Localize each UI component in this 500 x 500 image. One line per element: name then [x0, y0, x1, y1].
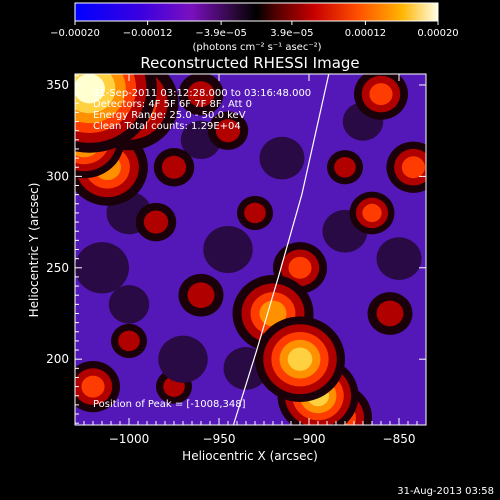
- colorbar: [74, 2, 439, 22]
- colorbar-tick-label: −0.00012: [123, 28, 173, 39]
- x-axis-label: Heliocentric X (arcsec): [182, 449, 318, 463]
- y-tick-label: 250: [46, 261, 69, 275]
- colorbar-units-label: (photons cm⁻² s⁻¹ asec⁻²): [192, 42, 321, 53]
- heatmap-blob: [75, 360, 120, 413]
- heatmap-blob: [349, 191, 395, 235]
- axis-ticks: −1000 −950 −900 −850 200 250 300 350: [46, 74, 427, 446]
- colorbar-tick-label: −3.9e−05: [195, 28, 247, 39]
- annotation-line-4: Clean Total counts: 1.29E+04: [93, 121, 241, 132]
- heatmap-blob: [108, 285, 150, 324]
- colorbar-tick-label: 3.9e−05: [270, 28, 313, 39]
- heatmap-blob: [354, 74, 408, 120]
- y-axis-label: Heliocentric Y (arcsec): [27, 183, 41, 318]
- heatmap-blob: [153, 147, 195, 187]
- heatmap-blob: [178, 273, 224, 317]
- colorbar-tick-label: 0.00020: [417, 28, 458, 39]
- heatmap-blob: [376, 237, 422, 281]
- colorbar-ticks: −0.00020 −0.00012 −3.9e−05 3.9e−05 0.00012 0.…: [50, 21, 459, 39]
- heatmap-blob: [367, 292, 413, 335]
- heatmap-blob: [158, 335, 208, 383]
- heatmap-blob: [237, 195, 273, 231]
- x-tick-label: −1000: [109, 432, 150, 446]
- y-tick-label: 350: [46, 78, 69, 92]
- heatmap-blob: [178, 74, 224, 116]
- annotation-line-1: 31-Sep-2011 03:12:28.000 to 03:16:48.000: [93, 88, 311, 99]
- peak-position-label: Position of Peak = [-1008,348]: [93, 399, 246, 410]
- heatmap-blob: [203, 225, 253, 274]
- annotation-line-2: Detectors: 4F 5F 6F 7F 8F, Att 0: [93, 99, 252, 110]
- heatmap-blob: [327, 150, 363, 185]
- heatmap-blob: [255, 316, 345, 402]
- heatmap-blob: [111, 323, 147, 359]
- heatmap-area: [75, 74, 426, 425]
- heatmap-blob: [207, 111, 249, 150]
- annotation-line-3: Energy Range: 25.0 - 50.0 keV: [93, 110, 246, 121]
- y-tick-label: 300: [46, 169, 69, 183]
- colorbar-tick-label: 0.00012: [345, 28, 386, 39]
- heatmap-blob: [75, 74, 157, 153]
- footer-timestamp: 31-Aug-2013 03:58: [397, 486, 494, 497]
- colorbar-tick-label: −0.00020: [50, 28, 100, 39]
- x-tick-label: −850: [383, 432, 416, 446]
- solar-limb-line: [232, 74, 330, 425]
- x-tick-label: −950: [203, 432, 236, 446]
- y-tick-label: 200: [46, 352, 69, 366]
- chart-title: Reconstructed RHESSI Image: [140, 54, 359, 72]
- x-tick-label: −900: [293, 432, 326, 446]
- heatmap-blob: [259, 136, 305, 180]
- heatmap-blob: [135, 202, 177, 242]
- heatmap-blob: [386, 141, 426, 193]
- heatmap-blob: [75, 242, 129, 294]
